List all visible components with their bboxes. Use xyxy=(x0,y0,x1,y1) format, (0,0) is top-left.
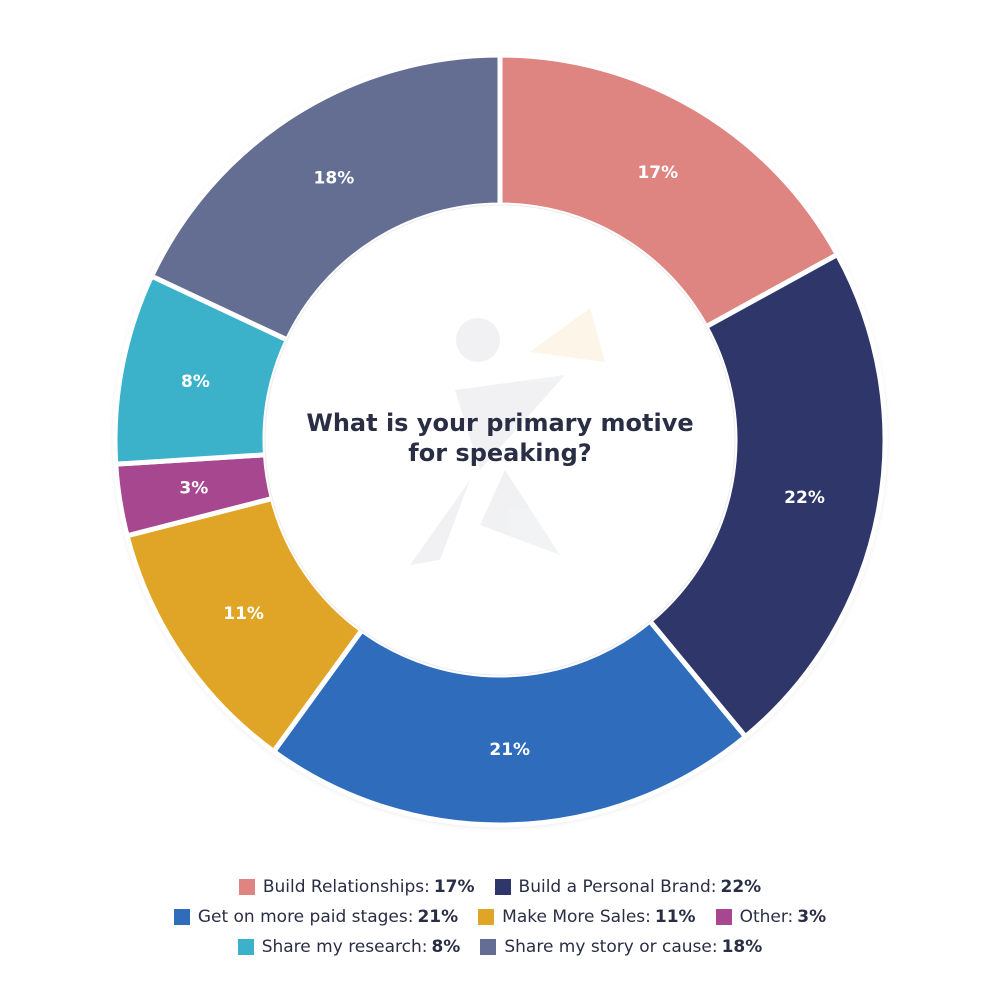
legend-item: Build Relationships: 17% xyxy=(238,877,475,897)
chart-center-title: What is your primary motive for speaking… xyxy=(306,409,694,467)
legend-value: 18% xyxy=(721,937,763,957)
legend-row: Get on more paid stages: 21% Make More Sal… xyxy=(0,902,1000,932)
donut-hole xyxy=(264,204,736,676)
legend-swatch xyxy=(494,879,511,895)
legend-value: 11% xyxy=(654,907,696,927)
slice-data-label: 3% xyxy=(179,478,208,498)
legend-value: 8% xyxy=(431,937,461,957)
slice-data-label: 18% xyxy=(314,168,355,188)
legend-swatch xyxy=(715,909,732,925)
legend-label: Other: xyxy=(739,907,794,927)
legend-value: 17% xyxy=(433,877,475,897)
legend-item: Make More Sales: 11% xyxy=(478,907,696,927)
donut-chart: 17% 22% 21% 11% 3% 8% 18% xyxy=(112,52,888,828)
legend-label: Share my research: xyxy=(261,937,428,957)
chart-legend: Build Relationships: 17% Build a Personal … xyxy=(0,872,1000,962)
legend-value: 21% xyxy=(417,907,459,927)
legend-item: Build a Personal Brand: 22% xyxy=(494,877,762,897)
legend-swatch xyxy=(478,909,495,925)
legend-value: 22% xyxy=(720,877,762,897)
slice-data-label: 21% xyxy=(489,740,530,760)
legend-item: Share my story or cause: 18% xyxy=(480,937,762,957)
legend-item: Share my research: 8% xyxy=(237,937,461,957)
slice-data-label: 11% xyxy=(223,604,264,624)
legend-value: 3% xyxy=(797,907,827,927)
slice-data-label: 22% xyxy=(784,488,825,508)
slice-data-label: 8% xyxy=(181,372,210,392)
legend-row: Build Relationships: 17% Build a Personal … xyxy=(0,872,1000,902)
legend-swatch xyxy=(237,939,254,955)
slices-group xyxy=(112,52,888,828)
legend-label: Get on more paid stages: xyxy=(197,907,414,927)
legend-row: Share my research: 8% Share my story or ca… xyxy=(0,932,1000,962)
slice-labels-group: 17% 22% 21% 11% 3% 8% 18% xyxy=(179,163,824,760)
legend-label: Make More Sales: xyxy=(502,907,651,927)
legend-label: Build a Personal Brand: xyxy=(518,877,717,897)
legend-swatch xyxy=(173,909,190,925)
watermark-logo xyxy=(410,318,565,565)
legend-label: Build Relationships: xyxy=(262,877,430,897)
legend-swatch xyxy=(480,939,497,955)
legend-item: Other: 3% xyxy=(715,907,827,927)
legend-swatch xyxy=(238,879,255,895)
legend-item: Get on more paid stages: 21% xyxy=(173,907,459,927)
watermark-triangle xyxy=(530,308,605,362)
slice-data-label: 17% xyxy=(637,163,678,183)
legend-label: Share my story or cause: xyxy=(504,937,718,957)
